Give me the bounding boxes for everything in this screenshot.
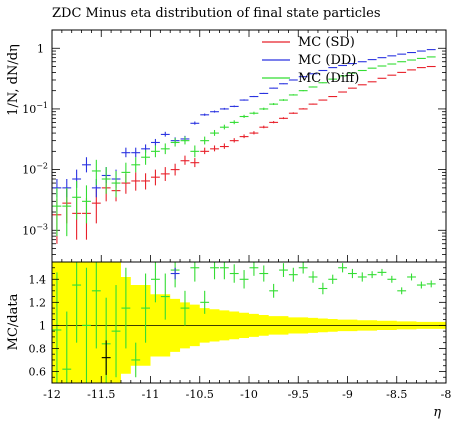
ratio-y-tick-label: 0.6 — [29, 365, 47, 378]
x-tick-label: -11 — [142, 388, 160, 401]
y-tick-label: 10−3 — [22, 222, 48, 237]
ratio-y-tick-label: 0.8 — [29, 342, 47, 355]
main-panel-frame — [51, 29, 447, 263]
x-tick-label: -12 — [43, 388, 61, 401]
x-tick-label: -8.5 — [386, 388, 407, 401]
x-tick-label: -8 — [441, 388, 452, 401]
legend: MC (SD) MC (DD) MC (Diff) — [262, 35, 359, 86]
x-axis-label: η — [433, 405, 441, 420]
ratio-y-tick-label: 1 — [39, 319, 46, 332]
svg-text:1/N, dN/dη: 1/N, dN/dη — [6, 44, 21, 116]
y-axis-label-ratio: MC/data — [6, 293, 21, 350]
legend-entry: MC (DD) — [298, 53, 356, 68]
x-tick-label: -9.5 — [288, 388, 309, 401]
x-tick-label: -11.5 — [87, 388, 115, 401]
y-axis-label-top: 1/N, dN/dη — [6, 44, 21, 116]
ratio-panel: 0.6 0.8 1 1.2 1.4 -12 -11.5 -11 -10.5 -10 -9.5 -9 -8… — [29, 261, 452, 401]
uncertainty-band — [52, 262, 446, 383]
x-tick-label: -10 — [240, 388, 258, 401]
x-tick-label: -10.5 — [186, 388, 214, 401]
main-panel: 10−3 10−2 10−1 1 — [22, 29, 447, 263]
y-tick-label: 10−1 — [22, 101, 48, 116]
y-tick-label: 10−2 — [22, 162, 48, 177]
y-tick-label: 1 — [37, 42, 44, 55]
legend-entry: MC (Diff) — [298, 71, 359, 86]
chart-title: ZDC Minus eta distribution of final stat… — [52, 6, 381, 21]
ratio-y-tick-label: 1.4 — [29, 273, 47, 286]
ratio-y-tick-label: 1.2 — [29, 296, 47, 309]
x-tick-label: -9 — [342, 388, 353, 401]
legend-entry: MC (SD) — [298, 35, 355, 50]
svg-text:MC/data: MC/data — [6, 293, 21, 350]
